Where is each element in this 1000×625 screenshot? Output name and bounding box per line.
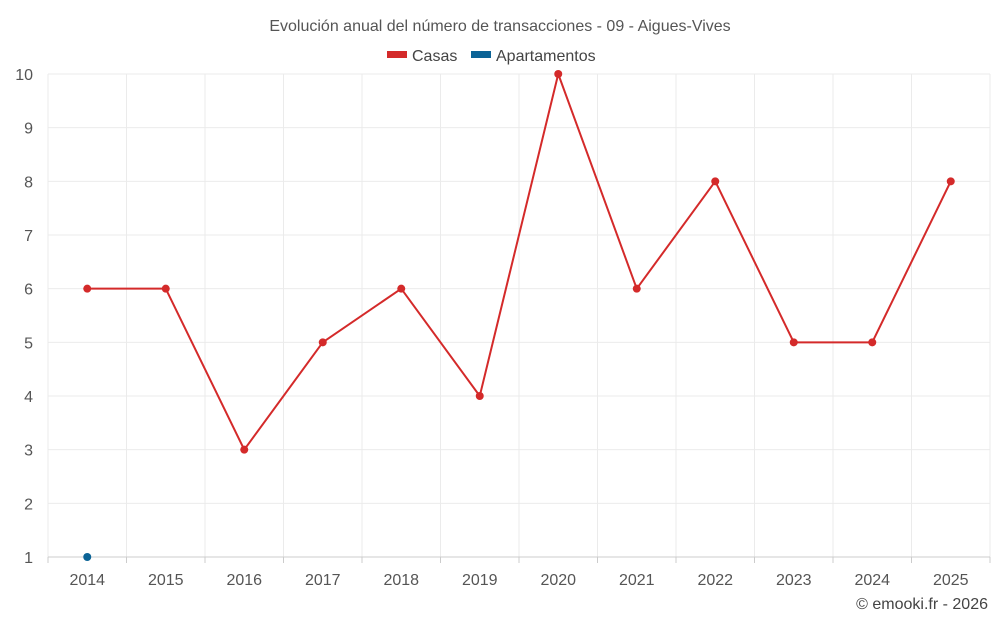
x-tick-label: 2019 [462,572,498,589]
data-point-casas[interactable] [318,338,327,347]
data-point-casas[interactable] [397,284,406,293]
x-tick-label: 2021 [619,572,655,589]
credit-text: © emooki.fr - 2026 [856,596,988,613]
data-point-casas[interactable] [946,177,955,186]
legend-item-apartamentos[interactable]: Apartamentos [471,48,596,65]
legend: Casas Apartamentos [387,48,596,65]
series [83,70,955,561]
x-tick-label: 2018 [383,572,419,589]
y-tick-label: 6 [24,282,33,299]
y-tick-label: 5 [24,335,33,352]
x-tick-label: 2023 [776,572,812,589]
legend-label-casas: Casas [412,48,457,65]
data-point-apartamentos[interactable] [83,553,92,561]
x-tick-label: 2017 [305,572,341,589]
y-tick-label: 7 [24,228,33,245]
data-point-casas[interactable] [711,177,720,186]
chart-title: Evolución anual del número de transaccio… [269,18,730,35]
series-line-casas [87,73,952,451]
x-tick-label: 2025 [933,572,969,589]
x-tick-label: 2016 [226,572,262,589]
legend-swatch-apartamentos [471,51,491,58]
y-tick-label: 9 [24,121,33,138]
y-tick-label: 3 [24,443,33,460]
legend-swatch-casas [387,51,407,58]
x-tick-label: 2015 [148,572,184,589]
axes: 1 2 3 4 5 6 7 8 9 10 2014 2015 2016 2017 2018 2019 2020 2… [15,67,991,589]
data-point-casas[interactable] [632,284,641,293]
data-point-casas[interactable] [868,338,877,347]
x-tick-label: 2020 [540,572,576,589]
y-tick-label: 4 [24,389,33,406]
data-point-casas[interactable] [161,284,170,293]
y-tick-label: 8 [24,174,33,191]
data-point-casas[interactable] [475,392,484,400]
legend-item-casas[interactable]: Casas [387,48,457,65]
y-tick-label: 10 [15,67,33,84]
data-point-casas[interactable] [240,445,249,454]
data-point-casas[interactable] [554,70,563,78]
x-tick-label: 2014 [69,572,105,589]
x-tick-label: 2024 [854,572,890,589]
data-point-casas[interactable] [83,284,92,293]
y-tick-label: 1 [24,550,33,567]
data-point-casas[interactable] [789,338,798,347]
grid [47,73,991,557]
y-tick-label: 2 [24,496,33,513]
legend-label-apartamentos: Apartamentos [496,48,596,65]
x-tick-label: 2022 [697,572,733,589]
